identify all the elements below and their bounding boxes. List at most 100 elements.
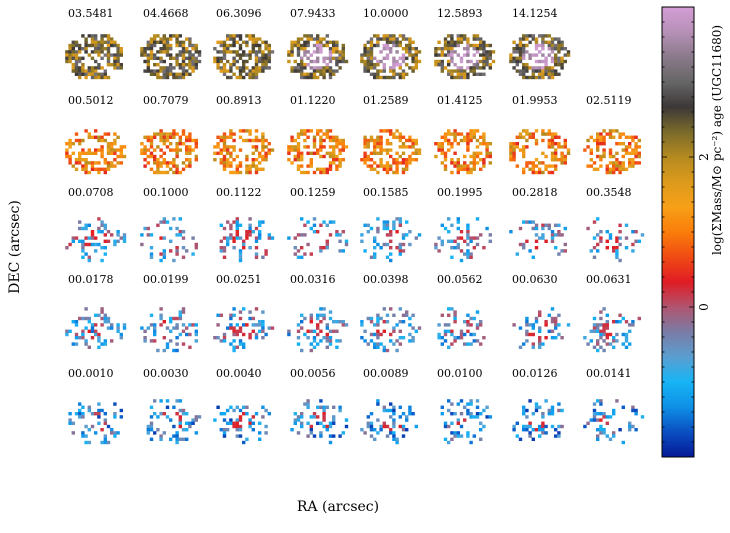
map-pixel xyxy=(169,72,173,76)
map-pixel xyxy=(106,50,111,54)
map-pixel xyxy=(261,69,265,73)
map-pixel xyxy=(248,217,252,221)
map-pixel xyxy=(172,148,176,152)
map-pixel xyxy=(178,233,182,237)
map-pixel xyxy=(615,332,619,337)
map-pixel xyxy=(194,323,198,327)
map-pixel xyxy=(376,217,380,221)
map-pixel xyxy=(338,164,342,168)
map-pixel xyxy=(363,142,367,146)
map-pixel xyxy=(379,151,383,155)
map-pixel xyxy=(178,63,182,67)
map-pixel xyxy=(366,142,370,146)
map-pixel xyxy=(550,170,555,175)
map-pixel xyxy=(456,66,460,70)
map-pixel xyxy=(78,50,82,54)
map-pixel xyxy=(531,66,535,70)
map-pixel xyxy=(169,34,173,38)
map-pixel xyxy=(254,145,259,149)
map-pixel xyxy=(360,158,364,162)
panel-label: 02.5119 xyxy=(586,94,632,107)
map-pixel xyxy=(235,421,239,425)
map-pixel xyxy=(525,75,529,80)
map-pixel xyxy=(165,399,170,403)
map-pixel xyxy=(94,129,98,133)
map-pixel xyxy=(110,161,114,165)
map-pixel xyxy=(287,59,291,64)
map-pixel xyxy=(541,170,545,175)
map-pixel xyxy=(547,142,551,146)
map-pixel xyxy=(100,316,104,321)
map-pixel xyxy=(373,323,377,327)
map-pixel xyxy=(488,239,492,243)
map-pixel xyxy=(235,217,239,221)
map-pixel xyxy=(300,154,304,159)
map-pixel xyxy=(392,34,396,38)
map-pixel xyxy=(188,164,192,168)
map-pixel xyxy=(550,405,555,409)
map-pixel xyxy=(229,170,233,175)
map-pixel xyxy=(447,239,451,243)
map-pixel xyxy=(261,142,265,146)
map-pixel xyxy=(338,405,342,409)
map-pixel xyxy=(162,320,166,324)
map-pixel xyxy=(563,142,567,146)
map-pixel xyxy=(411,142,415,146)
map-pixel xyxy=(303,75,307,80)
map-pixel xyxy=(185,332,189,337)
map-pixel xyxy=(103,313,107,317)
map-pixel xyxy=(335,138,339,143)
map-pixel xyxy=(544,167,548,171)
map-pixel xyxy=(328,421,333,425)
map-pixel xyxy=(219,313,223,317)
map-pixel xyxy=(316,69,320,73)
map-pixel xyxy=(335,230,339,234)
map-pixel xyxy=(398,132,402,136)
map-pixel xyxy=(103,418,107,422)
map-pixel xyxy=(322,37,326,41)
map-pixel xyxy=(325,246,329,250)
map-pixel xyxy=(557,434,561,438)
map-pixel xyxy=(488,63,492,67)
map-pixel xyxy=(366,158,370,162)
map-pixel xyxy=(232,348,236,353)
map-pixel xyxy=(463,34,467,38)
map-pixel xyxy=(213,158,217,162)
map-pixel xyxy=(599,230,603,234)
map-pixel xyxy=(360,233,364,237)
map-pixel xyxy=(443,154,448,159)
map-pixel xyxy=(100,323,104,327)
map-pixel xyxy=(238,135,243,139)
map-pixel xyxy=(392,170,396,175)
map-pixel xyxy=(194,246,198,250)
map-pixel xyxy=(488,56,492,60)
map-pixel xyxy=(344,418,349,422)
map-pixel xyxy=(194,47,198,51)
map-pixel xyxy=(631,148,635,152)
map-pixel xyxy=(116,233,120,237)
map-pixel xyxy=(408,43,412,48)
map-pixel xyxy=(369,412,374,416)
map-pixel xyxy=(482,246,486,250)
map-pixel xyxy=(469,236,473,240)
map-pixel xyxy=(232,138,236,143)
map-pixel xyxy=(242,242,246,247)
map-pixel xyxy=(97,138,101,143)
map-pixel xyxy=(188,151,192,155)
map-pixel xyxy=(303,170,307,175)
map-pixel xyxy=(81,158,85,162)
map-pixel xyxy=(538,50,542,54)
map-pixel xyxy=(373,138,377,143)
map-pixel xyxy=(325,239,329,243)
map-pixel xyxy=(181,40,186,44)
map-pixel xyxy=(612,154,616,159)
map-pixel xyxy=(563,145,567,149)
map-pixel xyxy=(178,217,182,221)
map-pixel xyxy=(97,226,101,231)
map-pixel xyxy=(156,50,160,54)
map-pixel xyxy=(332,421,336,425)
map-pixel xyxy=(238,164,243,168)
map-pixel xyxy=(392,226,396,231)
map-pixel xyxy=(379,342,383,346)
map-pixel xyxy=(188,148,192,152)
